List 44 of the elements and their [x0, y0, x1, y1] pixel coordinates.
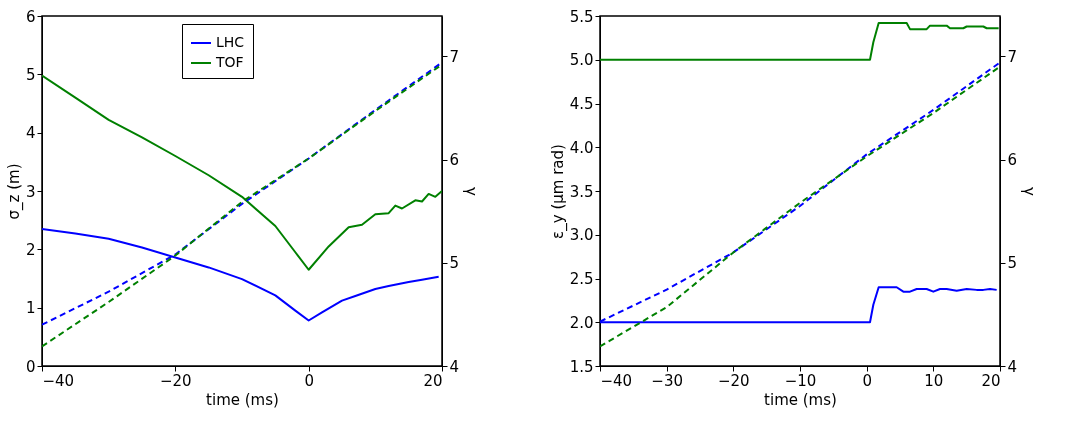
y2-axis-title: γ	[462, 187, 481, 197]
y2-tick-label: 7	[449, 47, 460, 66]
x-tick-label: −30	[651, 371, 683, 390]
y-axis-title: σ_z (m)	[4, 163, 24, 220]
y2-axis-title: γ	[1020, 187, 1039, 197]
x-axis-title: time (ms)	[206, 390, 279, 409]
y-tick-label: 4.0	[569, 138, 594, 157]
x-tick-label: −20	[160, 371, 192, 390]
y-tick-label: 3	[25, 182, 36, 201]
y2-tick-label: 4	[449, 357, 460, 376]
x-axis-title: time (ms)	[764, 390, 837, 409]
y-axis-title: ε_y (μm rad)	[548, 144, 568, 239]
x-tick-label: −40	[600, 371, 633, 390]
y2-tick-label: 5	[1007, 254, 1018, 273]
y-tick-label: 4.5	[569, 95, 594, 113]
y-tick-label: 4	[25, 124, 36, 143]
x-tick-label: 0	[862, 371, 872, 390]
y2-tick-label: 4	[1007, 357, 1018, 376]
y-tick-label: 3.0	[569, 226, 594, 245]
line-series	[600, 22, 1000, 61]
x-tick-label: −20	[718, 371, 750, 390]
legend-label: TOF	[215, 54, 244, 70]
y2-tick-label: 7	[1007, 47, 1018, 66]
x-tick-label: −40	[42, 371, 75, 390]
y-tick-label: 1	[25, 299, 36, 318]
y-tick-label: 1.5	[569, 357, 594, 376]
x-tick-label: 10	[924, 371, 944, 390]
y2-tick-label: 6	[1007, 151, 1018, 170]
x-tick-label: 20	[981, 371, 1001, 390]
y2-tick-label: 6	[449, 151, 460, 170]
y2-tick-label: 5	[449, 254, 460, 273]
y-tick-label: 0	[25, 357, 36, 376]
x-tick-label: 0	[304, 371, 314, 390]
y-tick-label: 6	[25, 7, 36, 26]
x-tick-label: 20	[423, 371, 443, 390]
y-tick-label: 3.5	[569, 182, 594, 201]
legend-label: LHC	[216, 34, 245, 50]
y-tick-label: 5.0	[569, 51, 594, 70]
y-tick-label: 5.5	[569, 7, 594, 26]
y-tick-label: 5	[25, 65, 36, 84]
y-tick-label: 2.0	[569, 313, 594, 332]
y-tick-label: 2.5	[569, 270, 594, 288]
y-tick-label: 2	[25, 240, 36, 259]
x-tick-label: −10	[784, 371, 817, 390]
